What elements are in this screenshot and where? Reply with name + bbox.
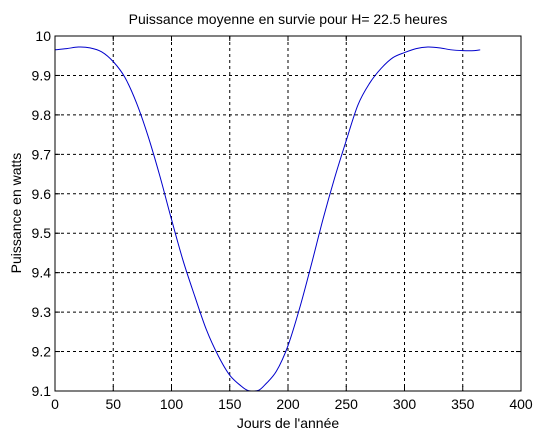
y-tick-label: 9.4: [32, 265, 52, 281]
x-tick-label: 0: [51, 396, 59, 412]
y-tick-label: 9.5: [32, 225, 52, 241]
y-tick-label: 9.3: [32, 304, 52, 320]
y-axis-label: Puissance en watts: [8, 153, 24, 274]
y-tick-label: 9.7: [32, 146, 52, 162]
x-tick-labels: 0 50 100 150 200 250 300 350 400: [51, 396, 533, 412]
x-tick-label: 50: [105, 396, 121, 412]
series-line: [54, 46, 481, 392]
x-tick-label: 400: [509, 396, 533, 412]
y-tick-label: 9.9: [32, 67, 52, 83]
x-tick-label: 200: [276, 396, 300, 412]
y-tick-labels: 9.1 9.2 9.3 9.4 9.5 9.6 9.7 9.8 9.9 10: [32, 28, 52, 399]
y-tick-label: 9.6: [32, 186, 52, 202]
y-tick-label: 9.2: [32, 344, 52, 360]
grid: [55, 36, 521, 391]
y-tick-label: 10: [35, 28, 51, 44]
y-tick-label: 9.1: [32, 383, 52, 399]
series-layer: [54, 46, 481, 392]
x-tick-label: 100: [160, 396, 184, 412]
ticks: [54, 35, 522, 392]
x-tick-label: 250: [335, 396, 359, 412]
y-tick-label: 9.8: [32, 107, 52, 123]
x-tick-label: 350: [451, 396, 475, 412]
x-axis-label: Jours de l'année: [237, 415, 340, 431]
x-tick-label: 300: [393, 396, 417, 412]
chart-title: Puissance moyenne en survie pour H= 22.5…: [129, 11, 448, 27]
x-tick-label: 150: [218, 396, 242, 412]
